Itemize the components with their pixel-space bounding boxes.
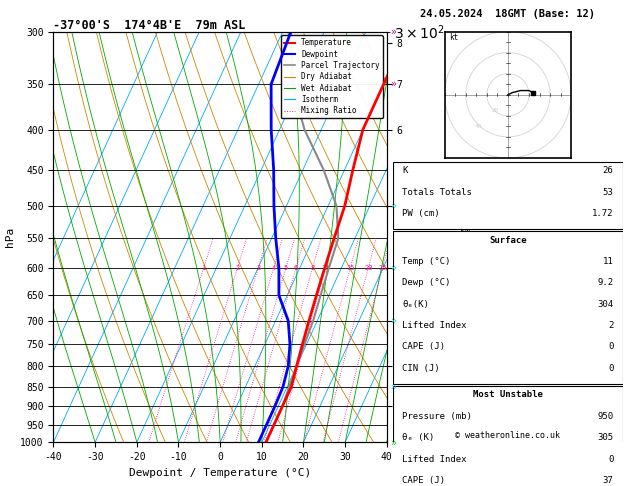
Text: kt: kt [449, 33, 458, 42]
Bar [393, 231, 623, 384]
Text: CAPE (J): CAPE (J) [403, 343, 445, 351]
Text: Pressure (mb): Pressure (mb) [403, 412, 472, 421]
Text: 20: 20 [491, 107, 499, 113]
Text: 0: 0 [608, 364, 613, 373]
X-axis label: Dewpoint / Temperature (°C): Dewpoint / Temperature (°C) [129, 468, 311, 478]
Bar [393, 162, 623, 229]
Text: 305: 305 [598, 433, 613, 442]
Text: »: » [390, 201, 396, 211]
Text: 0: 0 [608, 454, 613, 464]
Text: 950: 950 [598, 412, 613, 421]
Legend: Temperature, Dewpoint, Parcel Trajectory, Dry Adiabat, Wet Adiabat, Isotherm, Mi: Temperature, Dewpoint, Parcel Trajectory… [281, 35, 383, 118]
Text: 5: 5 [284, 265, 288, 271]
Text: »: » [390, 437, 396, 447]
Text: »: » [390, 79, 396, 89]
Text: 6: 6 [294, 265, 298, 271]
Text: 53: 53 [603, 188, 613, 197]
Text: CIN (J): CIN (J) [403, 364, 440, 373]
Text: 304: 304 [598, 300, 613, 309]
Text: © weatheronline.co.uk: © weatheronline.co.uk [455, 431, 560, 440]
Text: 11: 11 [603, 257, 613, 266]
Bar [393, 386, 623, 486]
Y-axis label: hPa: hPa [4, 227, 14, 247]
Text: Totals Totals: Totals Totals [403, 188, 472, 197]
Text: 1: 1 [201, 265, 206, 271]
Text: Lifted Index: Lifted Index [403, 321, 467, 330]
Text: 8: 8 [310, 265, 314, 271]
Text: 3: 3 [256, 265, 260, 271]
Text: Surface: Surface [489, 236, 526, 244]
Text: 4: 4 [272, 265, 276, 271]
Text: 15: 15 [346, 265, 355, 271]
Text: »: » [390, 27, 396, 36]
Text: »: » [390, 263, 396, 273]
Text: 26: 26 [603, 166, 613, 175]
Text: »: » [390, 382, 396, 392]
Text: PW (cm): PW (cm) [403, 209, 440, 218]
Text: 10: 10 [321, 265, 330, 271]
Text: 24.05.2024  18GMT (Base: 12): 24.05.2024 18GMT (Base: 12) [420, 9, 596, 19]
Text: 0: 0 [608, 343, 613, 351]
Y-axis label: km
ASL: km ASL [457, 227, 472, 246]
Text: -37°00'S  174°4B'E  79m ASL: -37°00'S 174°4B'E 79m ASL [53, 18, 246, 32]
Text: Most Unstable: Most Unstable [473, 390, 543, 399]
Text: 9.2: 9.2 [598, 278, 613, 287]
Text: 25: 25 [378, 265, 387, 271]
Text: Lifted Index: Lifted Index [403, 454, 467, 464]
Text: 1.72: 1.72 [592, 209, 613, 218]
Text: K: K [403, 166, 408, 175]
Text: 2: 2 [608, 321, 613, 330]
Text: 40: 40 [474, 124, 482, 129]
Text: θₑ(K): θₑ(K) [403, 300, 429, 309]
Text: 2: 2 [235, 265, 240, 271]
Text: »: » [390, 315, 396, 326]
Text: Dewp (°C): Dewp (°C) [403, 278, 451, 287]
Text: CAPE (J): CAPE (J) [403, 476, 445, 485]
Text: Temp (°C): Temp (°C) [403, 257, 451, 266]
Text: θₑ (K): θₑ (K) [403, 433, 435, 442]
Text: 20: 20 [364, 265, 372, 271]
Text: 37: 37 [603, 476, 613, 485]
